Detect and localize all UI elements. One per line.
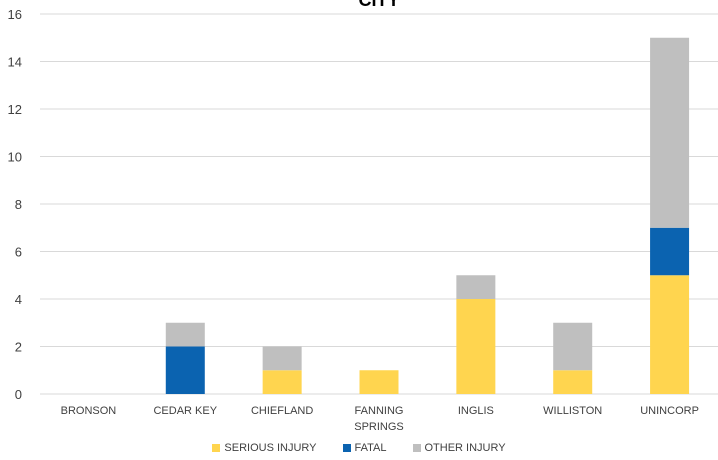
- x-tick-label: CHIEFLAND: [251, 405, 313, 417]
- y-tick-label: 4: [15, 292, 22, 307]
- x-tick-label: FANNING SPRINGS: [354, 405, 404, 433]
- bar-segment-other-injury: [262, 346, 302, 371]
- x-tick-label: UNINCORP: [640, 405, 699, 417]
- legend-item: FATAL: [342, 442, 387, 454]
- y-tick-label: 2: [15, 340, 22, 355]
- bar-segment-other-injury: [165, 322, 205, 347]
- bar-segment-serious-injury: [553, 370, 593, 394]
- y-tick-label: 14: [8, 55, 22, 70]
- x-tick-label: WILLISTON: [543, 405, 602, 417]
- legend-swatch: [342, 444, 351, 452]
- legend-item: OTHER INJURY: [412, 442, 506, 454]
- legend: SERIOUS INJURY FATAL OTHER INJURY: [0, 442, 718, 454]
- stacked-bar-chart: CITY 0 2 4 6 8 10 12 14 16 BRONSON CEDAR KEY CHIEF…: [8, 0, 718, 433]
- bar-segment-fatal: [650, 227, 690, 276]
- legend-label: SERIOUS INJURY: [224, 442, 317, 454]
- y-tick-label: 6: [15, 245, 22, 260]
- legend-swatch: [212, 444, 221, 452]
- bar-segment-other-injury: [456, 275, 496, 299]
- y-tick-label: 12: [8, 102, 22, 117]
- chart-title: CITY: [358, 0, 399, 10]
- y-tick-label: 0: [15, 387, 22, 402]
- y-tick-label: 16: [8, 7, 22, 22]
- x-tick-label: CEDAR KEY: [153, 405, 217, 417]
- legend-swatch: [412, 444, 421, 452]
- bar-segment-other-injury: [553, 322, 593, 371]
- legend-label: FATAL: [354, 442, 387, 454]
- x-axis-labels: BRONSON CEDAR KEY CHIEFLAND FANNING SPRINGS I…: [61, 405, 699, 433]
- bar-segment-other-injury: [650, 37, 690, 228]
- legend-label: OTHER INJURY: [424, 442, 506, 454]
- bars: [165, 37, 690, 394]
- y-axis-ticks: 0 2 4 6 8 10 12 14 16: [8, 7, 22, 402]
- bar-segment-serious-injury: [456, 299, 496, 394]
- gridlines: [40, 13, 718, 395]
- legend-item: SERIOUS INJURY: [212, 442, 317, 454]
- bar-segment-fatal: [165, 346, 205, 394]
- y-tick-label: 8: [15, 197, 22, 212]
- x-tick-label: INGLIS: [458, 405, 494, 417]
- bar-segment-serious-injury: [262, 370, 302, 394]
- y-tick-label: 10: [8, 150, 22, 165]
- x-tick-label: BRONSON: [61, 405, 117, 417]
- bar-segment-serious-injury: [359, 370, 399, 394]
- bar-segment-serious-injury: [650, 275, 690, 394]
